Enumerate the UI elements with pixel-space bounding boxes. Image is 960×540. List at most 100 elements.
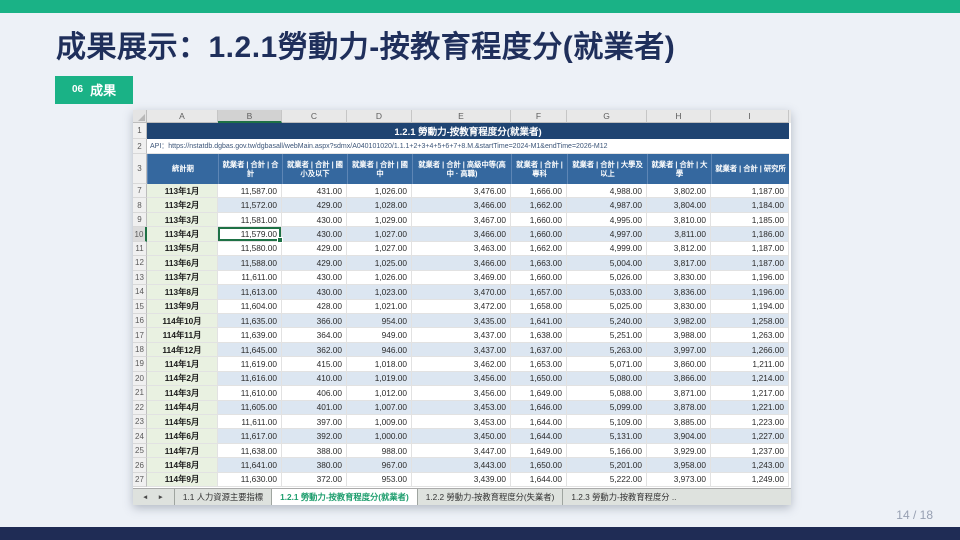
sheet-tab[interactable]: 1.2.1 勞動力-按教育程度分(就業者) xyxy=(271,489,417,505)
value-cell[interactable]: 3,871.00 xyxy=(647,386,711,401)
column-title-cell[interactable]: 統計期 xyxy=(147,154,218,184)
column-title-cell[interactable]: 就業者 | 合計 | 國小及以下 xyxy=(282,154,347,184)
value-cell[interactable]: 1,221.00 xyxy=(711,400,789,415)
value-cell[interactable]: 1,650.00 xyxy=(511,371,567,387)
value-cell[interactable]: 372.00 xyxy=(282,472,347,488)
row-header[interactable]: 24 xyxy=(133,429,147,444)
value-cell[interactable]: 1,027.00 xyxy=(347,227,412,242)
value-cell[interactable]: 11,616.00 xyxy=(218,371,282,387)
value-cell[interactable]: 11,645.00 xyxy=(218,342,282,358)
column-title-cell[interactable]: 就業者 | 合計 | 高級中等(高中 · 高職) xyxy=(412,154,511,184)
value-cell[interactable]: 429.00 xyxy=(282,198,347,213)
value-cell[interactable]: 415.00 xyxy=(282,357,347,372)
value-cell[interactable]: 429.00 xyxy=(282,241,347,257)
row-header[interactable]: 7 xyxy=(133,184,147,199)
column-title-cell[interactable]: 就業者 | 合計 | 專科 xyxy=(511,154,567,184)
value-cell[interactable]: 3,447.00 xyxy=(412,443,511,459)
value-cell[interactable]: 3,469.00 xyxy=(412,270,511,286)
value-cell[interactable]: 3,443.00 xyxy=(412,458,511,473)
row-header[interactable]: 10 xyxy=(133,227,147,242)
value-cell[interactable]: 3,830.00 xyxy=(647,270,711,286)
row-header[interactable]: 27 xyxy=(133,472,147,488)
value-cell[interactable]: 11,604.00 xyxy=(218,299,282,314)
value-cell[interactable]: 1,187.00 xyxy=(711,184,789,199)
value-cell[interactable]: 3,885.00 xyxy=(647,415,711,430)
value-cell[interactable]: 4,999.00 xyxy=(567,241,647,257)
column-title-cell[interactable]: 就業者 | 合計 | 合計 xyxy=(218,154,282,184)
value-cell[interactable]: 1,662.00 xyxy=(511,241,567,257)
value-cell[interactable]: 11,588.00 xyxy=(218,256,282,271)
value-cell[interactable]: 1,027.00 xyxy=(347,241,412,257)
period-cell[interactable]: 114年10月 xyxy=(147,313,218,329)
value-cell[interactable]: 3,817.00 xyxy=(647,256,711,271)
value-cell[interactable]: 5,166.00 xyxy=(567,443,647,459)
period-cell[interactable]: 113年9月 xyxy=(147,299,218,314)
value-cell[interactable]: 388.00 xyxy=(282,443,347,459)
period-cell[interactable]: 113年7月 xyxy=(147,270,218,286)
value-cell[interactable]: 3,466.00 xyxy=(412,227,511,242)
row-header[interactable]: 18 xyxy=(133,342,147,358)
value-cell[interactable]: 397.00 xyxy=(282,415,347,430)
value-cell[interactable]: 5,263.00 xyxy=(567,342,647,358)
value-cell[interactable]: 5,099.00 xyxy=(567,400,647,415)
value-cell[interactable]: 3,466.00 xyxy=(412,198,511,213)
period-cell[interactable]: 114年3月 xyxy=(147,386,218,401)
value-cell[interactable]: 410.00 xyxy=(282,371,347,387)
value-cell[interactable]: 1,187.00 xyxy=(711,241,789,257)
value-cell[interactable]: 3,860.00 xyxy=(647,357,711,372)
value-cell[interactable]: 954.00 xyxy=(347,313,412,329)
value-cell[interactable]: 1,258.00 xyxy=(711,313,789,329)
value-cell[interactable]: 967.00 xyxy=(347,458,412,473)
value-cell[interactable]: 1,638.00 xyxy=(511,328,567,343)
value-cell[interactable]: 5,025.00 xyxy=(567,299,647,314)
value-cell[interactable]: 392.00 xyxy=(282,429,347,444)
value-cell[interactable]: 5,131.00 xyxy=(567,429,647,444)
value-cell[interactable]: 11,613.00 xyxy=(218,285,282,300)
value-cell[interactable]: 11,611.00 xyxy=(218,415,282,430)
column-title-cell[interactable]: 就業者 | 合計 | 國中 xyxy=(347,154,412,184)
value-cell[interactable]: 1,637.00 xyxy=(511,342,567,358)
value-cell[interactable]: 406.00 xyxy=(282,386,347,401)
value-cell[interactable]: 3,453.00 xyxy=(412,400,511,415)
value-cell[interactable]: 5,109.00 xyxy=(567,415,647,430)
column-header[interactable]: F xyxy=(511,110,567,123)
value-cell[interactable]: 3,988.00 xyxy=(647,328,711,343)
value-cell[interactable]: 364.00 xyxy=(282,328,347,343)
api-url-cell[interactable]: API：https://nstatdb.dgbas.gov.tw/dgbasal… xyxy=(147,139,789,154)
row-header[interactable]: 25 xyxy=(133,443,147,459)
value-cell[interactable]: 366.00 xyxy=(282,313,347,329)
period-cell[interactable]: 113年3月 xyxy=(147,212,218,228)
value-cell[interactable]: 1,184.00 xyxy=(711,198,789,213)
value-cell[interactable]: 953.00 xyxy=(347,472,412,488)
value-cell[interactable]: 1,644.00 xyxy=(511,472,567,488)
period-cell[interactable]: 114年2月 xyxy=(147,371,218,387)
column-title-cell[interactable]: 就業者 | 合計 | 大學 xyxy=(647,154,711,184)
value-cell[interactable]: 5,201.00 xyxy=(567,458,647,473)
value-cell[interactable]: 1,007.00 xyxy=(347,400,412,415)
value-cell[interactable]: 1,658.00 xyxy=(511,299,567,314)
value-cell[interactable]: 5,004.00 xyxy=(567,256,647,271)
value-cell[interactable]: 11,581.00 xyxy=(218,212,282,228)
value-cell[interactable]: 11,580.00 xyxy=(218,241,282,257)
value-cell[interactable]: 3,866.00 xyxy=(647,371,711,387)
value-cell[interactable]: 1,196.00 xyxy=(711,285,789,300)
value-cell[interactable]: 3,463.00 xyxy=(412,241,511,257)
period-cell[interactable]: 114年9月 xyxy=(147,472,218,488)
value-cell[interactable]: 430.00 xyxy=(282,227,347,242)
value-cell[interactable]: 3,836.00 xyxy=(647,285,711,300)
value-cell[interactable]: 1,217.00 xyxy=(711,386,789,401)
row-header[interactable]: 23 xyxy=(133,415,147,430)
value-cell[interactable]: 5,251.00 xyxy=(567,328,647,343)
value-cell[interactable]: 1,185.00 xyxy=(711,212,789,228)
value-cell[interactable]: 430.00 xyxy=(282,270,347,286)
value-cell[interactable]: 1,663.00 xyxy=(511,256,567,271)
value-cell[interactable]: 1,018.00 xyxy=(347,357,412,372)
value-cell[interactable]: 5,080.00 xyxy=(567,371,647,387)
value-cell[interactable]: 1,266.00 xyxy=(711,342,789,358)
value-cell[interactable]: 1,249.00 xyxy=(711,472,789,488)
value-cell[interactable]: 3,453.00 xyxy=(412,415,511,430)
value-cell[interactable]: 1,662.00 xyxy=(511,198,567,213)
value-cell[interactable]: 3,467.00 xyxy=(412,212,511,228)
row-header[interactable]: 8 xyxy=(133,198,147,213)
value-cell[interactable]: 1,021.00 xyxy=(347,299,412,314)
